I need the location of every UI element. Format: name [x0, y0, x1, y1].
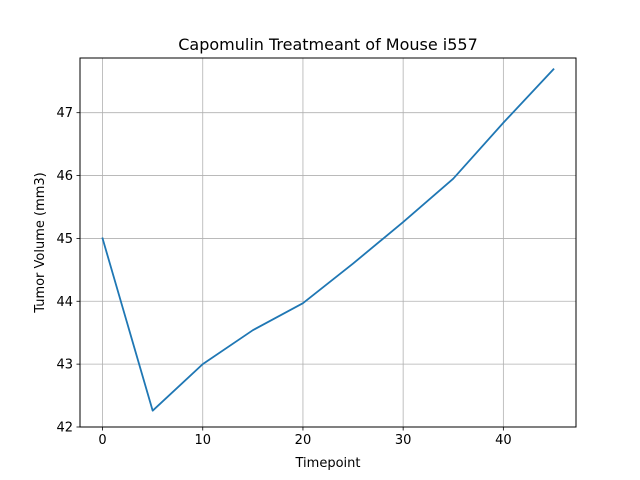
y-axis-label: Tumor Volume (mm3) — [33, 172, 48, 314]
y-tick-label: 43 — [56, 358, 73, 373]
y-tick-label: 44 — [56, 295, 73, 310]
y-axis: 42 43 44 45 46 47 — [56, 106, 80, 436]
x-tick-label: 10 — [194, 433, 211, 448]
chart-title: Capomulin Treatmeant of Mouse i557 — [178, 35, 478, 54]
series-line — [101, 68, 555, 412]
series-layer — [101, 68, 555, 412]
x-tick-label: 30 — [395, 433, 412, 448]
y-tick-label: 45 — [56, 232, 73, 247]
plot-frame — [79, 57, 577, 428]
y-tick-label: 46 — [56, 169, 73, 184]
y-tick-label: 42 — [56, 421, 73, 436]
x-tick-label: 20 — [295, 433, 312, 448]
x-tick-label: 0 — [98, 433, 106, 448]
grid — [80, 58, 576, 428]
y-tick-label: 47 — [56, 106, 73, 121]
x-tick-label: 40 — [495, 433, 512, 448]
x-axis: 0 10 20 30 40 — [98, 427, 512, 448]
x-axis-label: Timepoint — [295, 456, 361, 471]
plot-area — [80, 58, 576, 427]
